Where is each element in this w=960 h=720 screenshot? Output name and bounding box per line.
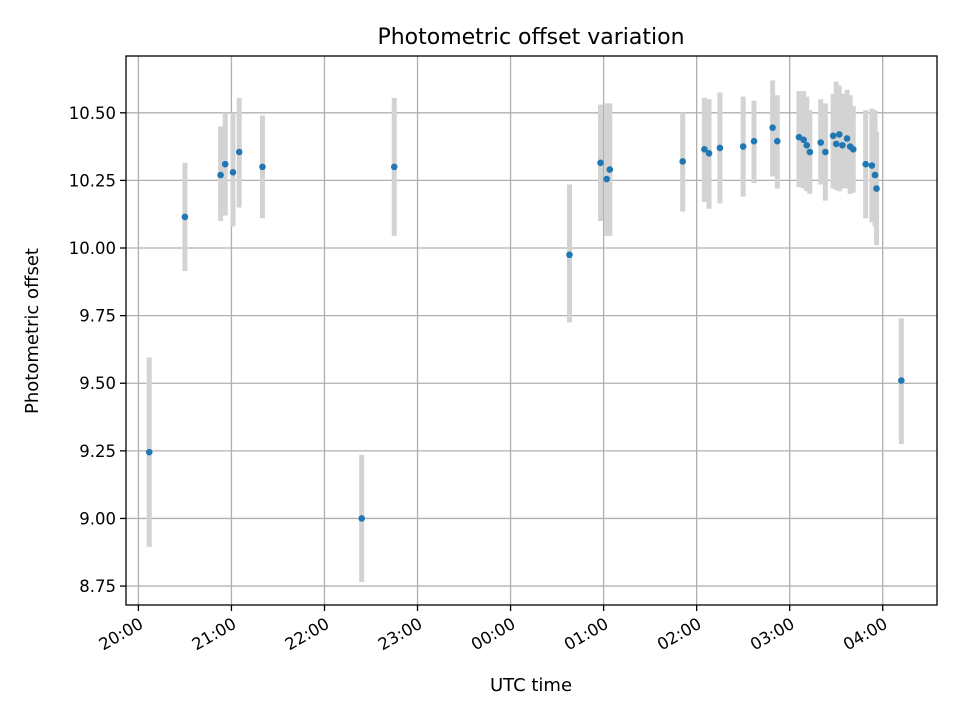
data-point-24: [806, 148, 814, 156]
data-point-0: [145, 448, 153, 456]
data-point-11: [603, 175, 611, 183]
y-tick-label-3: 9.50: [79, 374, 116, 393]
data-point-10: [597, 159, 604, 167]
data-point-15: [705, 150, 713, 157]
data-point-22: [800, 136, 807, 144]
chart-title: Photometric offset variation: [377, 25, 684, 50]
x-tick-label-4: 00:00: [468, 614, 519, 654]
data-point-23: [803, 141, 811, 149]
data-point-17: [739, 143, 747, 150]
plot-frame: [125, 55, 938, 606]
x-axis: 20:00 21:00 22:00 23:00 00:00 01:00 02:00 03:00…: [96, 605, 891, 654]
y-tick-label-2: 9.25: [79, 442, 116, 461]
data-point-3: [221, 160, 229, 168]
x-tick-label-6: 02:00: [654, 614, 705, 654]
data-point-31: [843, 135, 851, 142]
y-tick-label-4: 9.75: [79, 307, 116, 326]
y-tick-label-1: 9.00: [79, 509, 116, 528]
x-tick-label-2: 22:00: [282, 614, 333, 654]
data-point-4: [229, 168, 237, 176]
data-point-19: [769, 124, 776, 131]
data-point-1: [181, 213, 189, 221]
data-point-18: [750, 137, 758, 145]
x-tick-label-7: 03:00: [747, 614, 798, 654]
data-point-6: [259, 163, 266, 171]
data-points: [145, 124, 905, 522]
data-point-26: [822, 148, 829, 156]
data-point-7: [358, 515, 366, 522]
data-point-9: [566, 251, 573, 259]
data-point-37: [873, 185, 880, 192]
data-point-36: [871, 171, 879, 179]
data-point-16: [716, 144, 724, 152]
x-tick-label-3: 23:00: [375, 614, 426, 654]
data-point-27: [829, 132, 837, 140]
data-point-29: [836, 131, 843, 138]
y-axis-label: Photometric offset: [22, 248, 43, 414]
data-point-25: [817, 139, 824, 146]
y-tick-label-5: 10.00: [69, 239, 116, 258]
x-tick-label-5: 01:00: [561, 614, 612, 654]
data-point-5: [235, 148, 243, 156]
data-point-8: [390, 163, 398, 171]
y-axis: 8.75 9.00 9.25 9.50 9.75 10.00 10.25 10.50: [69, 104, 126, 596]
data-point-28: [832, 140, 840, 148]
data-point-38: [898, 377, 905, 384]
x-tick-label-8: 04:00: [840, 614, 891, 654]
y-tick-label-7: 10.50: [69, 104, 116, 123]
x-tick-label-0: 20:00: [96, 614, 147, 654]
data-point-30: [839, 141, 846, 149]
y-tick-label-0: 8.75: [79, 577, 116, 596]
error-bars: [146, 80, 904, 583]
data-point-13: [679, 158, 686, 165]
data-point-35: [868, 162, 876, 169]
x-tick-label-1: 21:00: [189, 614, 240, 654]
data-point-14: [701, 146, 708, 153]
data-point-20: [773, 137, 781, 145]
y-tick-label-6: 10.25: [69, 171, 116, 190]
data-point-33: [849, 146, 857, 153]
data-point-2: [217, 171, 224, 179]
x-axis-label: UTC time: [490, 675, 572, 696]
data-point-12: [606, 166, 614, 173]
data-point-34: [862, 160, 869, 168]
grid-lines: [126, 56, 937, 605]
